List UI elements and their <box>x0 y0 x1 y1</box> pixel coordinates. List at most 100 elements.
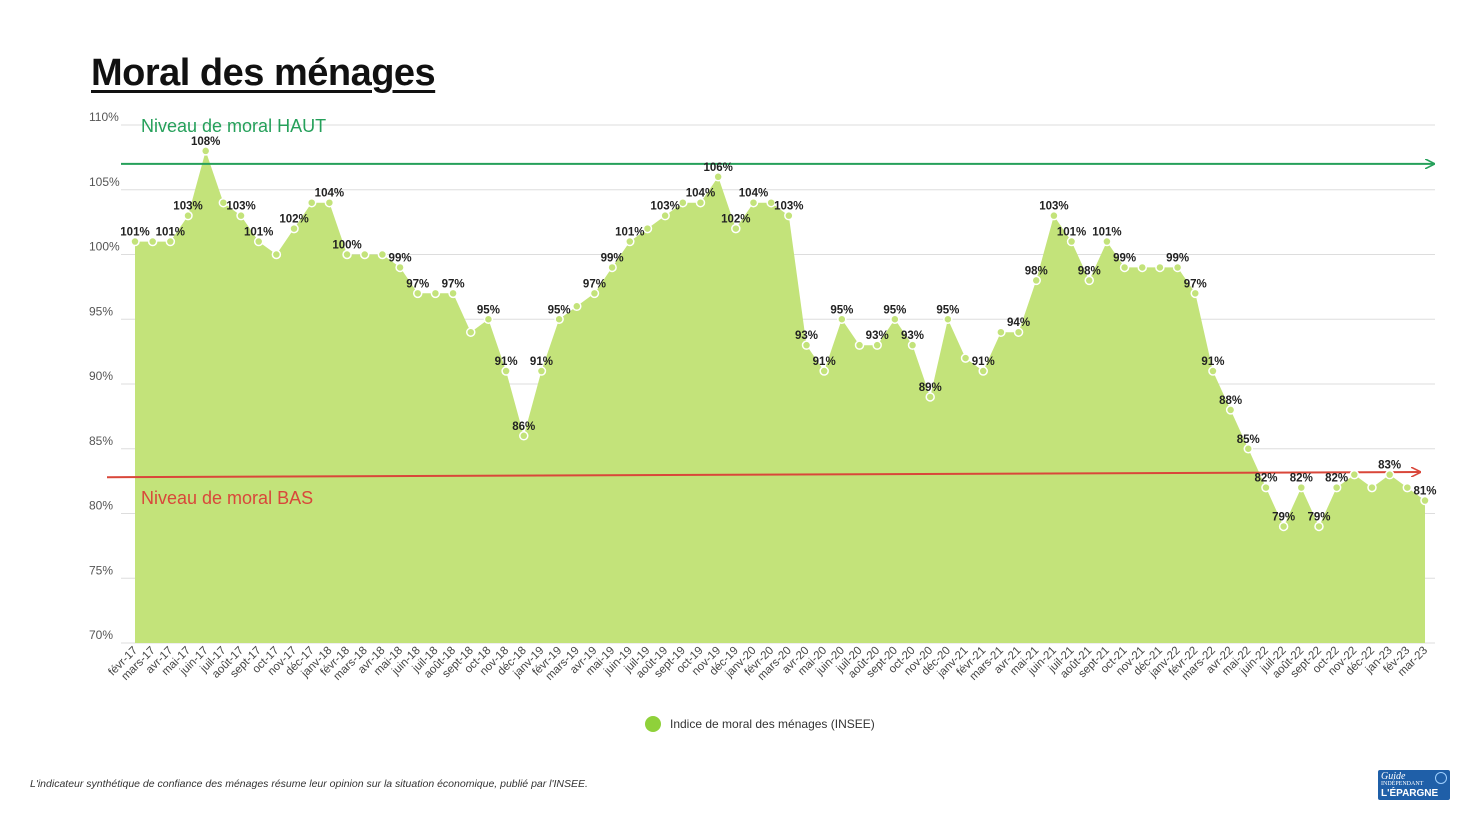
y-tick-label: 100% <box>89 240 120 254</box>
data-label: 91% <box>813 356 836 368</box>
data-label: 102% <box>279 214 308 226</box>
data-label: 98% <box>1078 265 1101 277</box>
data-point <box>784 210 794 221</box>
data-label: 95% <box>883 304 906 316</box>
data-label: 101% <box>244 227 273 239</box>
data-point <box>1367 482 1377 493</box>
data-point <box>253 236 264 247</box>
logo-text-epargne: L'ÉPARGNE <box>1381 788 1439 799</box>
data-point <box>1049 210 1059 221</box>
data-label: 98% <box>1025 265 1048 277</box>
data-point <box>271 249 282 260</box>
data-point <box>147 236 158 247</box>
data-point <box>1331 482 1342 493</box>
data-point <box>766 197 776 208</box>
y-tick-label: 110% <box>89 110 119 124</box>
y-tick-label: 70% <box>89 628 113 642</box>
data-point <box>448 288 458 299</box>
data-label: 93% <box>901 330 924 342</box>
data-label: 91% <box>1201 356 1224 368</box>
data-label: 101% <box>615 227 644 239</box>
data-label: 91% <box>530 356 553 368</box>
legend-marker-icon <box>645 716 661 732</box>
data-label: 99% <box>1166 252 1189 264</box>
data-point <box>1402 482 1413 493</box>
data-label: 83% <box>1378 460 1401 472</box>
data-point <box>907 340 918 350</box>
data-point <box>1031 275 1041 286</box>
legend: Indice de moral des ménages (INSEE) <box>645 716 875 732</box>
y-tick-label: 80% <box>89 499 113 513</box>
data-point <box>1208 366 1218 376</box>
data-label: 103% <box>650 201 679 213</box>
data-label: 101% <box>156 227 185 239</box>
logo-text-independant: INDÉPENDANT <box>1381 781 1424 787</box>
reference-lines: Niveau de moral HAUT Niveau de moral BAS <box>106 116 1434 508</box>
data-label: 104% <box>739 188 768 200</box>
data-point <box>978 366 988 376</box>
data-point <box>837 314 847 324</box>
data-point <box>130 236 140 247</box>
data-point <box>607 262 617 273</box>
data-label: 99% <box>1113 252 1136 264</box>
data-point <box>1013 327 1024 337</box>
data-label: 99% <box>601 252 624 264</box>
data-point <box>943 314 953 324</box>
logo[interactable]: Guide INDÉPENDANT L'ÉPARGNE <box>1378 770 1450 800</box>
data-label: 101% <box>1092 227 1121 239</box>
data-label: 102% <box>721 214 750 226</box>
data-label: 95% <box>477 304 500 316</box>
data-label: 104% <box>315 188 344 200</box>
data-label: 101% <box>1057 227 1086 239</box>
data-point <box>501 366 511 376</box>
data-point <box>1155 262 1165 273</box>
data-point <box>1420 495 1430 506</box>
data-label: 93% <box>795 330 818 342</box>
data-point <box>1384 469 1395 480</box>
data-point <box>1349 469 1360 480</box>
data-label: 91% <box>972 356 995 368</box>
legend-label: Indice de moral des ménages (INSEE) <box>670 717 875 731</box>
data-point <box>218 197 229 208</box>
data-point <box>289 223 299 234</box>
data-point <box>412 288 423 299</box>
footnote: L'indicateur synthétique de confiance de… <box>30 778 588 790</box>
data-point <box>1225 405 1236 415</box>
data-point <box>236 210 246 221</box>
data-label: 97% <box>583 278 606 290</box>
data-point <box>695 197 706 208</box>
data-point <box>872 340 882 350</box>
data-point <box>377 249 388 260</box>
data-label: 82% <box>1290 473 1313 485</box>
data-point <box>960 353 971 363</box>
data-point <box>554 314 564 324</box>
y-axis-tick-labels: 70% 75% 80% 85% 90% 95% 100% 105% 110% <box>89 110 120 642</box>
data-label: 100% <box>332 240 361 252</box>
data-point <box>731 223 741 234</box>
piggy-bank-icon <box>1435 772 1447 784</box>
data-label: 88% <box>1219 395 1242 407</box>
data-point <box>1314 521 1324 532</box>
data-point <box>890 314 900 324</box>
data-point <box>536 366 547 376</box>
data-point <box>519 431 529 441</box>
data-point <box>165 236 176 247</box>
data-label: 79% <box>1307 511 1330 523</box>
reference-line-label: Niveau de moral BAS <box>141 488 313 508</box>
data-point <box>200 146 211 156</box>
data-point <box>1137 262 1148 273</box>
page-title: Moral des ménages <box>91 52 436 94</box>
y-tick-label: 75% <box>89 563 113 577</box>
data-label: 94% <box>1007 317 1030 329</box>
data-point <box>660 210 670 221</box>
reference-line-label: Niveau de moral HAUT <box>141 116 326 136</box>
data-point <box>1261 482 1271 493</box>
data-label: 103% <box>774 201 803 213</box>
data-point <box>801 340 812 350</box>
data-label: 95% <box>548 304 571 316</box>
data-point <box>1066 236 1077 247</box>
data-label: 99% <box>389 252 412 264</box>
data-point <box>1084 275 1094 286</box>
data-point <box>483 314 494 324</box>
